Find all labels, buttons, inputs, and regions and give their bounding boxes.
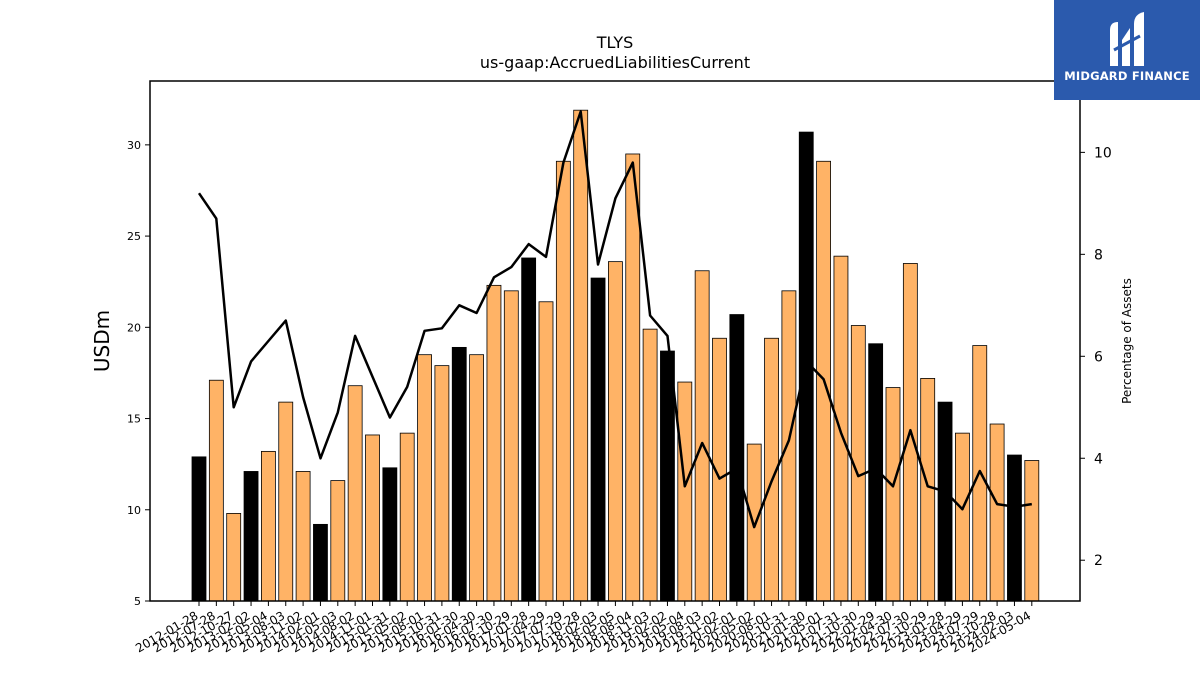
bar (191, 456, 207, 602)
bar (781, 290, 797, 602)
bar-group (191, 109, 1040, 602)
y-tick-label: 25 (127, 230, 141, 243)
bar (833, 255, 849, 602)
bar (243, 471, 259, 602)
x-axis: 2012-01-282012-07-282012-10-272013-02-02… (133, 601, 1033, 655)
chart-subtitle: us-gaap:AccruedLiabilitiesCurrent (480, 53, 750, 72)
bar (555, 160, 571, 602)
bar (590, 277, 606, 602)
y-tick-label: 10 (127, 504, 141, 517)
bar (642, 328, 658, 602)
bar (521, 257, 537, 602)
bar (746, 443, 762, 602)
bar (260, 450, 276, 602)
y2-tick-label: 8 (1094, 247, 1103, 263)
bar (278, 401, 294, 602)
y-axis-label: USDm (90, 310, 114, 372)
y2-tick-label: 10 (1094, 145, 1112, 161)
midgard-logo-icon (1110, 12, 1144, 66)
bar (729, 314, 745, 602)
bar (434, 365, 450, 602)
bar (503, 290, 519, 602)
bar (694, 270, 710, 602)
bar (399, 432, 415, 602)
brand-name: MIDGARD FINANCE (1064, 69, 1190, 83)
pct-assets-line (197, 110, 1032, 529)
bar (625, 153, 641, 602)
chart-title: TLYS (596, 33, 634, 52)
y2-tick-label: 6 (1094, 349, 1103, 365)
bar (365, 434, 380, 602)
bar (920, 378, 936, 602)
bar (486, 284, 502, 602)
y-tick-label: 20 (127, 321, 141, 334)
bar (1024, 460, 1040, 602)
bar (313, 523, 328, 602)
bar (382, 467, 398, 602)
y-tick-label: 15 (127, 413, 141, 426)
y-tick-label: 5 (134, 595, 141, 608)
bar (989, 423, 1005, 602)
bar (347, 385, 363, 602)
bar (330, 480, 346, 602)
bar (955, 432, 970, 602)
bar (295, 471, 311, 602)
y2-tick-label: 2 (1094, 553, 1103, 569)
bar (1007, 454, 1022, 602)
bar (208, 379, 224, 602)
brand-logo: MIDGARD FINANCE (1054, 0, 1200, 100)
line-layer (197, 110, 1032, 529)
bar (608, 261, 623, 602)
bar (538, 301, 554, 602)
y-axis-left: 5 10 15 20 25 30 (127, 139, 150, 608)
bar (451, 346, 467, 602)
y-axis-right: 2 4 6 8 10 (1080, 145, 1112, 569)
bar (937, 401, 953, 602)
y-tick-label: 30 (127, 139, 141, 152)
y2-axis-label: Percentage of Assets (1120, 278, 1134, 404)
bar (469, 354, 485, 602)
bar (417, 354, 432, 602)
bar (885, 387, 901, 602)
bar (226, 513, 242, 602)
y2-tick-label: 4 (1094, 451, 1103, 467)
bar (677, 381, 693, 602)
bar (573, 109, 589, 602)
